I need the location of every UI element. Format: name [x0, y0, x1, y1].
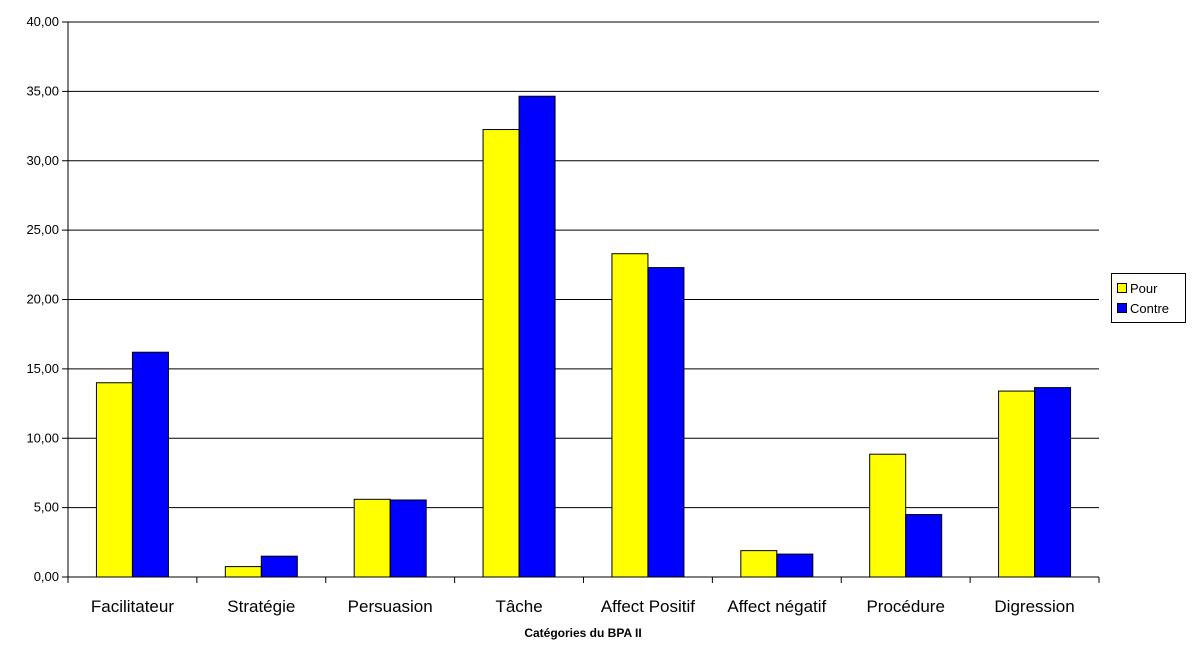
y-tick-label: 35,00: [26, 83, 59, 98]
y-tick-label: 5,00: [34, 500, 59, 515]
x-tick-label: Procédure: [866, 597, 944, 616]
x-tick-label: Persuasion: [348, 597, 433, 616]
bar-pour: [482, 129, 520, 578]
bar-pour: [998, 390, 1036, 578]
legend: Pour Contre: [1111, 273, 1186, 323]
bar-contre: [905, 514, 943, 578]
x-axis-label: Catégories du BPA II: [524, 626, 641, 640]
bar-pour: [869, 453, 907, 578]
bar-contre: [1034, 387, 1072, 578]
bar-pour: [353, 498, 391, 578]
axes: [62, 21, 1100, 583]
bar-contre: [389, 499, 427, 578]
bars: [95, 95, 1072, 578]
bar-contre: [518, 95, 556, 578]
bar-pour: [95, 382, 133, 578]
x-axis-tick-labels: Facilitateur Stratégie Persuasion Tâche Affe…: [91, 597, 1075, 616]
bar-contre: [647, 267, 685, 578]
y-tick-label: 0,00: [34, 569, 59, 584]
legend-label-contre: Contre: [1130, 300, 1170, 316]
y-tick-label: 40,00: [26, 14, 59, 29]
x-tick-label: Facilitateur: [91, 597, 174, 616]
y-tick-label: 30,00: [26, 153, 59, 168]
y-tick-label: 25,00: [26, 222, 59, 237]
bar-contre: [260, 555, 298, 578]
bar-contre: [776, 553, 814, 578]
gridlines: [68, 21, 1099, 509]
y-tick-label: 20,00: [26, 292, 59, 307]
bar-pour: [224, 566, 262, 578]
bar-contre: [131, 351, 169, 578]
bar-pour: [740, 550, 778, 578]
x-tick-label: Affect Positif: [601, 597, 695, 616]
legend-swatch-pour: [1117, 283, 1127, 293]
legend-label-pour: Pour: [1130, 280, 1158, 296]
y-tick-label: 15,00: [26, 361, 59, 376]
x-tick-label: Stratégie: [227, 597, 295, 616]
legend-item-contre: Contre: [1117, 298, 1185, 318]
y-tick-label: 10,00: [26, 430, 59, 445]
bar-pour: [611, 253, 649, 578]
x-tick-label: Tâche: [495, 597, 542, 616]
y-axis-tick-labels: 0,00 5,00 10,00 15,00 20,00 25,00 30,00 35,00 40…: [26, 14, 59, 584]
legend-item-pour: Pour: [1117, 278, 1185, 298]
legend-swatch-contre: [1117, 303, 1127, 313]
x-tick-label: Affect négatif: [727, 597, 826, 616]
x-tick-label: Digression: [994, 597, 1074, 616]
